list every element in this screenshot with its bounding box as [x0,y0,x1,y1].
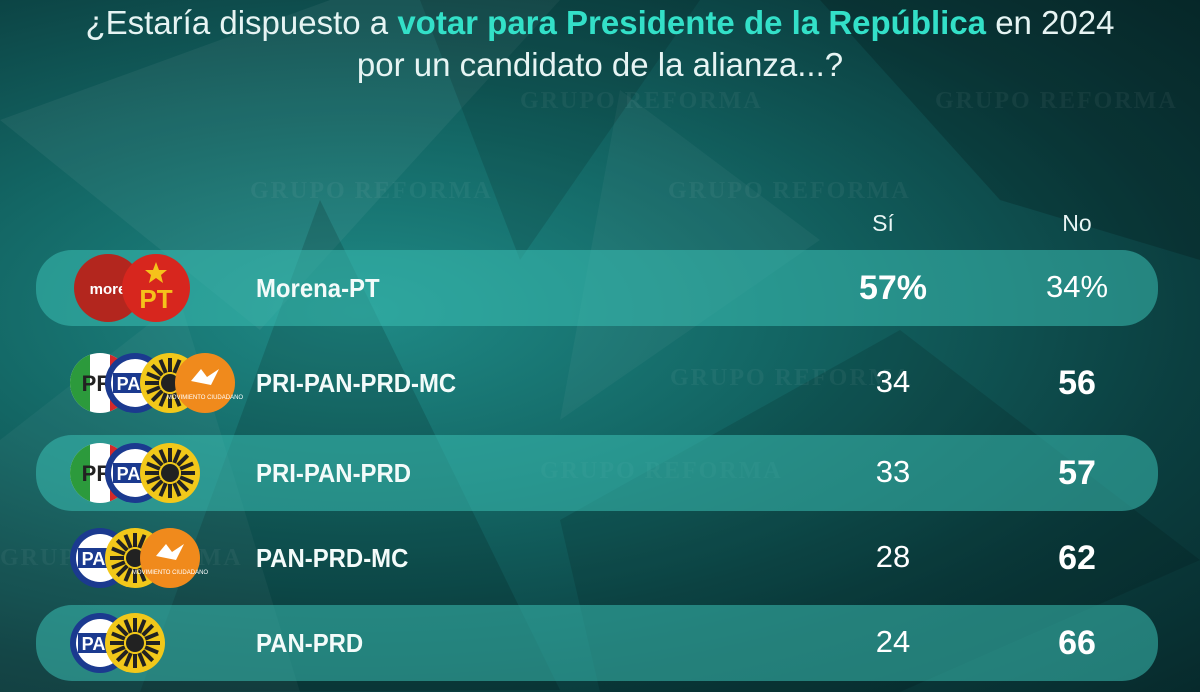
chart-title: ¿Estaría dispuesto a votar para Presiden… [0,2,1200,86]
table-row: PAN MOVIMIENTO CIUDADANO PAN-PRD-MC 28 62 [36,520,1158,596]
title-pre: ¿Estaría dispuesto a [85,4,398,41]
watermark: GRUPO REFORMA [250,178,493,204]
mc-icon: MOVIMIENTO CIUDADANO [167,353,244,413]
value-no: 34% [1045,269,1109,304]
watermark: GRUPO REFORMA [668,178,911,204]
table-row: more PT Morena-PT 57% 34% [36,250,1158,326]
watermark: GRUPO REFORMA [935,88,1178,114]
party-logos: more PT [74,254,190,322]
mc-logo-text: MOVIMIENTO CIUDADANO [167,395,244,401]
morena-logo-text: more [90,281,127,298]
alliance-name: Morena-PT [256,273,380,303]
title-line-2: por un candidato de la alianza...? [356,46,844,83]
value-no: 56 [1058,364,1096,402]
pt-logo-text: PT [139,284,172,314]
alliance-name: PRI-PAN-PRD [256,458,412,488]
value-si: 57% [858,269,928,307]
value-si: 28 [875,539,911,574]
prd-icon [140,443,200,503]
pt-icon: PT [122,254,190,322]
alliance-name: PAN-PRD [256,628,364,658]
value-no: 57 [1058,454,1096,492]
table-row: PRI PAN MOVIMIENTO CIUDADANO PRI-PAN-PRD-MC… [36,345,1158,421]
table-row: PAN PAN-PRD 24 66 [36,605,1158,681]
value-si: 33 [875,454,911,489]
column-header-si: Sí [872,210,894,236]
watermark: GRUPO REFORMA [520,88,763,114]
morena-icon: more [74,254,142,322]
watermark: GRUPO REFORMA [670,365,913,391]
title-post: en 2024 [986,4,1115,41]
value-no: 66 [1058,624,1096,662]
party-logos: PAN [70,613,165,673]
title-highlight: votar para Presidente de la República [397,4,987,41]
mc-logo-text: MOVIMIENTO CIUDADANO [132,570,209,576]
value-si: 34 [875,364,911,399]
value-no: 62 [1058,539,1096,577]
value-si: 24 [875,624,911,659]
alliance-name: PRI-PAN-PRD-MC [256,368,457,398]
prd-icon [105,613,165,673]
alliance-name: PAN-PRD-MC [256,543,409,573]
mc-icon: MOVIMIENTO CIUDADANO [132,528,209,588]
table-row: PRI PAN PRI-PAN-PRD 33 57 [36,435,1158,511]
title-line-1: ¿Estaría dispuesto a votar para Presiden… [0,2,1200,44]
column-header-no: No [1062,210,1092,236]
